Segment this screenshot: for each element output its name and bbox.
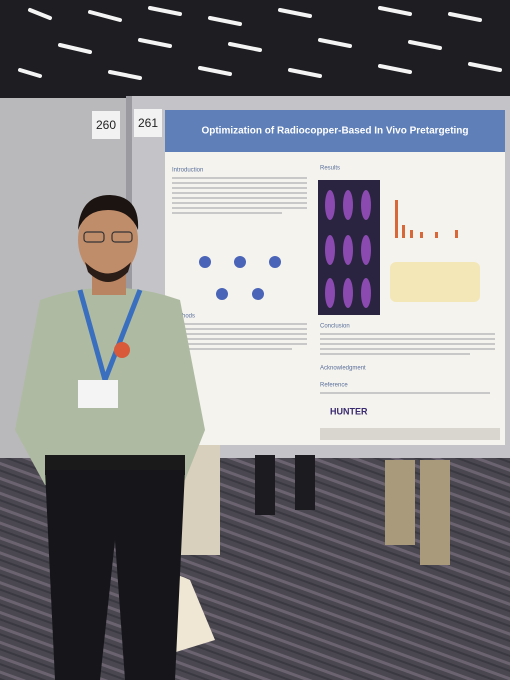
- visitor-legs: [420, 460, 450, 565]
- board-number: 260: [96, 118, 116, 132]
- bar-graphic-part: [395, 200, 398, 238]
- board-number-card: [92, 111, 120, 139]
- body-text: [320, 392, 490, 394]
- section-heading: Conclusion: [320, 324, 350, 330]
- visitor-legs: [385, 460, 415, 545]
- section-heading: Methods: [172, 314, 195, 320]
- bar-graphic: [395, 200, 458, 238]
- bar-graphic-part: [410, 230, 413, 238]
- body-text-part: [172, 177, 307, 179]
- body-text: [172, 177, 307, 214]
- ceiling-lights-part: [208, 16, 242, 26]
- body-text-part: [320, 343, 495, 345]
- body-text-part: [172, 333, 307, 335]
- diagram-icons-part: [216, 288, 228, 300]
- ceiling-lights-part: [318, 38, 352, 48]
- diagram-icons-part: [252, 288, 264, 300]
- diagram-icons-part: [234, 256, 246, 268]
- ceiling-lights-part: [278, 8, 312, 18]
- ceiling-lights-part: [408, 40, 442, 50]
- ceiling-lights-part: [88, 10, 122, 22]
- bar-graphic-part: [455, 230, 458, 238]
- section-heading: Results: [320, 166, 340, 172]
- body-text: [320, 333, 495, 355]
- body-text-part: [320, 353, 470, 355]
- ceiling-lights-part: [288, 68, 322, 78]
- section-heading: Reference: [320, 383, 348, 389]
- person-part: [83, 231, 105, 243]
- body-text-part: [172, 348, 292, 350]
- ceiling-lights-part: [148, 6, 182, 16]
- body-text-part: [320, 348, 495, 350]
- person: [15, 195, 205, 680]
- pet-images-part: [325, 235, 335, 265]
- body-text-part: [172, 182, 307, 184]
- callout-box: [390, 262, 480, 302]
- person-part: [78, 202, 138, 278]
- body-text-part: [320, 338, 495, 340]
- person-part: [45, 470, 185, 680]
- diagram-icons: [199, 256, 281, 300]
- ceiling-lights-part: [138, 38, 172, 48]
- body-text-part: [172, 343, 307, 345]
- visitor-legs: [255, 455, 275, 515]
- body-text-part: [172, 207, 307, 209]
- bar-graphic-part: [420, 232, 423, 238]
- body-text-part: [172, 197, 307, 199]
- bar-graphic-part: [435, 232, 438, 238]
- ceiling-lights-part: [58, 43, 92, 54]
- section-heading: Acknowledgment: [320, 366, 366, 372]
- pet-images-part: [343, 190, 353, 220]
- pet-images: [318, 180, 380, 315]
- board-number-card: [134, 109, 162, 137]
- ceiling-lights-part: [448, 12, 482, 22]
- person-part: [114, 342, 130, 358]
- pet-images-part: [343, 278, 353, 308]
- pet-images-part: [361, 190, 371, 220]
- diagram-icons-part: [199, 256, 211, 268]
- pet-images-part: [325, 278, 335, 308]
- body-text-part: [172, 202, 307, 204]
- ceiling-lights-part: [378, 6, 412, 16]
- pet-images-part: [343, 235, 353, 265]
- person-part: [78, 380, 118, 408]
- poster-footer: [320, 428, 500, 440]
- ceiling-lights-part: [198, 66, 232, 76]
- body-text-part: [172, 187, 307, 189]
- panel-frame: [126, 96, 132, 458]
- body-text-part: [320, 333, 495, 335]
- visitor-legs: [295, 455, 315, 510]
- body-text-part: [172, 323, 307, 325]
- pet-images-part: [325, 190, 335, 220]
- ceiling-lights-part: [468, 62, 502, 72]
- person-part: [78, 195, 139, 230]
- poster-title: Optimization of Radiocopper-Based In Viv…: [201, 126, 468, 137]
- person-part: [85, 262, 131, 282]
- body-text-part: [172, 338, 307, 340]
- pet-images-part: [361, 235, 371, 265]
- bar-graphic-part: [402, 225, 405, 238]
- person-part: [111, 231, 133, 243]
- ceiling-lights-part: [378, 64, 412, 74]
- section-heading: Introduction: [172, 168, 203, 174]
- ceiling-lights-part: [18, 68, 42, 78]
- poster-title-bar: [165, 110, 505, 152]
- pet-images-part: [361, 278, 371, 308]
- body-text-part: [172, 192, 307, 194]
- body-text-part: [172, 212, 282, 214]
- body-text: [172, 323, 307, 350]
- diagram-icons-part: [269, 256, 281, 268]
- board-number: 261: [138, 116, 158, 130]
- body-text-part: [172, 328, 307, 330]
- ceiling-lights-part: [108, 70, 142, 80]
- ceiling-lights-part: [28, 8, 52, 20]
- ceiling-lights: [18, 6, 502, 80]
- logo: HUNTER: [330, 406, 368, 416]
- ceiling-lights-part: [228, 42, 262, 52]
